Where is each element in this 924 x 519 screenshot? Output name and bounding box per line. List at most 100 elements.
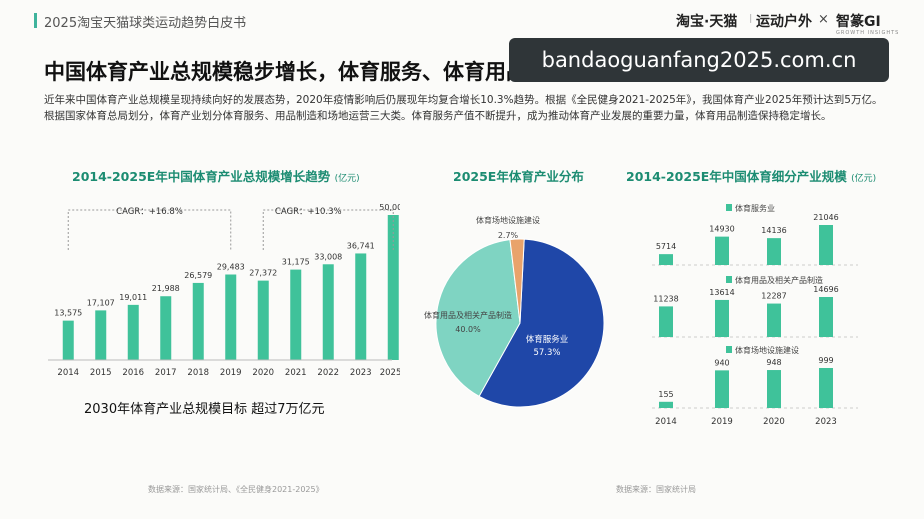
chart1-bar-2014 [62, 320, 74, 360]
chart3-value-label-1-2023: 14696 [813, 285, 838, 294]
chart3-bar-0-2014 [659, 254, 673, 265]
chart1-x-tick-2017: 2017 [155, 368, 177, 378]
chart2-slice-2 [509, 238, 525, 324]
chart3-unit: (亿元) [851, 174, 877, 184]
chart3-series-1-name: 体育用品及相关产品制造 [735, 275, 823, 285]
chart3-series-0-legend-swatch [726, 204, 732, 211]
chart3-bar-1-2014 [659, 306, 673, 337]
chart1-x-tick-2016: 2016 [122, 368, 144, 378]
chart3-title: 2014-2025E年中国体育细分产业规模 (亿元) [626, 166, 876, 185]
chart3-x-tick-2019: 2019 [711, 417, 733, 427]
chart1-x-tick-2014: 2014 [57, 368, 79, 378]
zhizhuan-logo: 智篆GI [836, 14, 881, 30]
chart1-value-label-2022: 33,008 [314, 252, 342, 261]
watermark-banner: bandaoguanfang2025.com.cn [509, 38, 889, 82]
sport-outdoor-logo: 运动户外 [756, 14, 812, 30]
chart1-value-label-2017: 21,988 [152, 284, 180, 293]
chart2-distribution-pie: 体育服务业 57.3% 体育用品及相关产品制造 40.0% 体育场地设施建设 2.7% [424, 215, 605, 408]
chart1-x-tick-2018: 2018 [187, 368, 209, 378]
chart3-bar-0-2019 [715, 236, 729, 265]
chart2-slice-1-name: 体育用品及相关产品制造 [424, 310, 512, 320]
chart3-bar-0-2023 [819, 225, 833, 265]
chart1-value-label-2018: 26,579 [184, 271, 212, 280]
chart3-bar-1-2023 [819, 297, 833, 337]
chart3-bar-0-2020 [767, 238, 781, 265]
document-title: 2025淘宝天猫球类运动趋势白皮书 [44, 16, 247, 31]
chart1-x-tick-2019: 2019 [220, 368, 242, 378]
chart3-value-label-2-2020: 948 [766, 358, 781, 367]
chart1-footnote: 2030年体育产业总规模目标 超过7万亿元 [84, 402, 325, 417]
chart3-bar-2-2014 [659, 401, 673, 408]
chart2-slice-1 [435, 239, 521, 398]
intro-paragraph: 近年来中国体育产业总规模呈现持续向好的发展态势，2020年疫情影响后仍展现年均复… [44, 94, 883, 122]
chart1-cagr-2014-2019-label: CAGR：+16.8% [116, 207, 183, 217]
chart1-cagr-2020-2025-bracket [262, 209, 394, 250]
chart3-title-text: 2014-2025E年中国体育细分产业规模 [626, 169, 847, 184]
chart1-value-label-2016: 19,011 [119, 293, 147, 302]
chart1-bar-2022 [322, 264, 334, 360]
chart1-cagr-2014-2019-bracket [67, 209, 232, 250]
chart3-bar-2-2019 [715, 370, 729, 408]
zhizhuan-logo-subtitle: GROWTH INSIGHTS [836, 30, 900, 36]
chart3-x-tick-2014: 2014 [655, 417, 677, 427]
chart3-series-2-legend-swatch [726, 346, 732, 353]
chart3-x-tick-2020: 2020 [763, 417, 785, 427]
chart3-series-0-name: 体育服务业 [735, 203, 775, 213]
chart1-value-label-2019: 29,483 [217, 262, 245, 271]
chart3-value-label-1-2020: 12287 [761, 292, 786, 301]
chart3-bar-1-2020 [767, 303, 781, 337]
chart3-segment-bar-chart: 体育服务业 5714 14930 14136 21046 体育用品及相关产品制造 11238… [652, 203, 858, 427]
brand-cross: × [818, 12, 829, 27]
taobao-tmall-logo: 淘宝·天猫 [676, 14, 738, 30]
chart3-value-label-0-2023: 21046 [813, 213, 838, 222]
brand-divider: | [749, 14, 753, 24]
chart1-x-tick-2025E: 2025E [380, 368, 400, 378]
chart1-bar-2016 [127, 304, 139, 360]
chart1-bar-2020 [257, 280, 269, 360]
chart1-bar-2017 [160, 296, 172, 360]
chart3-value-label-1-2014: 11238 [653, 294, 678, 303]
chart1-title-text: 2014-2025E年中国体育产业总规模增长趋势 [72, 169, 331, 184]
chart3-bar-2-2023 [819, 368, 833, 408]
chart2-slice-1-value: 40.0% [455, 325, 481, 334]
chart3-bar-1-2019 [715, 299, 729, 337]
chart1-value-label-2020: 27,372 [249, 269, 277, 278]
chart3-value-label-2-2023: 999 [818, 356, 833, 365]
chart1-bar-2019 [225, 274, 237, 360]
chart3-series-1-legend-swatch [726, 276, 732, 283]
chart2-slice-0-value: 57.3% [533, 348, 560, 358]
chart1-x-tick-2022: 2022 [317, 368, 339, 378]
chart1-x-tick-2015: 2015 [90, 368, 112, 378]
chart1-bar-2025E [387, 215, 399, 360]
chart1-x-tick-2020: 2020 [252, 368, 274, 378]
chart1-x-tick-2023: 2023 [350, 368, 372, 378]
chart3-x-tick-2023: 2023 [815, 417, 837, 427]
chart3-value-label-0-2019: 14930 [709, 225, 734, 234]
chart1-bar-2023 [355, 253, 367, 360]
chart1-value-label-2025E: 50,000 [379, 203, 400, 212]
chart1-value-label-2023: 36,741 [347, 241, 375, 250]
chart2-slice-0-name: 体育服务业 [526, 334, 569, 345]
chart1-x-tick-2021: 2021 [285, 368, 307, 378]
chart1-title: 2014-2025E年中国体育产业总规模增长趋势 (亿元) [72, 166, 360, 185]
chart3-value-label-1-2019: 13614 [709, 288, 734, 297]
chart1-bar-2018 [192, 282, 204, 360]
title-accent [34, 13, 37, 28]
chart3-value-label-2-2014: 155 [658, 390, 673, 399]
chart1-cagr-2020-2025-label: CAGR：+10.3% [275, 207, 342, 217]
chart1-unit: (亿元) [334, 174, 360, 184]
chart1-bar-2015 [95, 310, 107, 360]
chart3-series-2-name: 体育场地设施建设 [735, 345, 799, 355]
chart2-slice-2-name: 体育场地设施建设 [476, 215, 540, 225]
source-left: 数据来源：国家统计局、《全民健身2021-2025》 [148, 485, 324, 494]
chart2-slice-0 [478, 238, 605, 408]
chart2-slice-2-value: 2.7% [498, 231, 519, 240]
chart1-value-label-2015: 17,107 [87, 298, 115, 307]
top-bar: 2025淘宝天猫球类运动趋势白皮书 淘宝·天猫 | 运动户外 × 智篆GI GR… [0, 0, 924, 40]
chart2-title: 2025E年体育产业分布 [453, 169, 584, 184]
chart3-bar-2-2020 [767, 370, 781, 408]
chart3-value-label-0-2020: 14136 [761, 226, 786, 235]
chart1-value-label-2021: 31,175 [282, 258, 310, 267]
chart3-value-label-2-2019: 940 [714, 358, 729, 367]
chart3-value-label-0-2014: 5714 [656, 242, 676, 251]
